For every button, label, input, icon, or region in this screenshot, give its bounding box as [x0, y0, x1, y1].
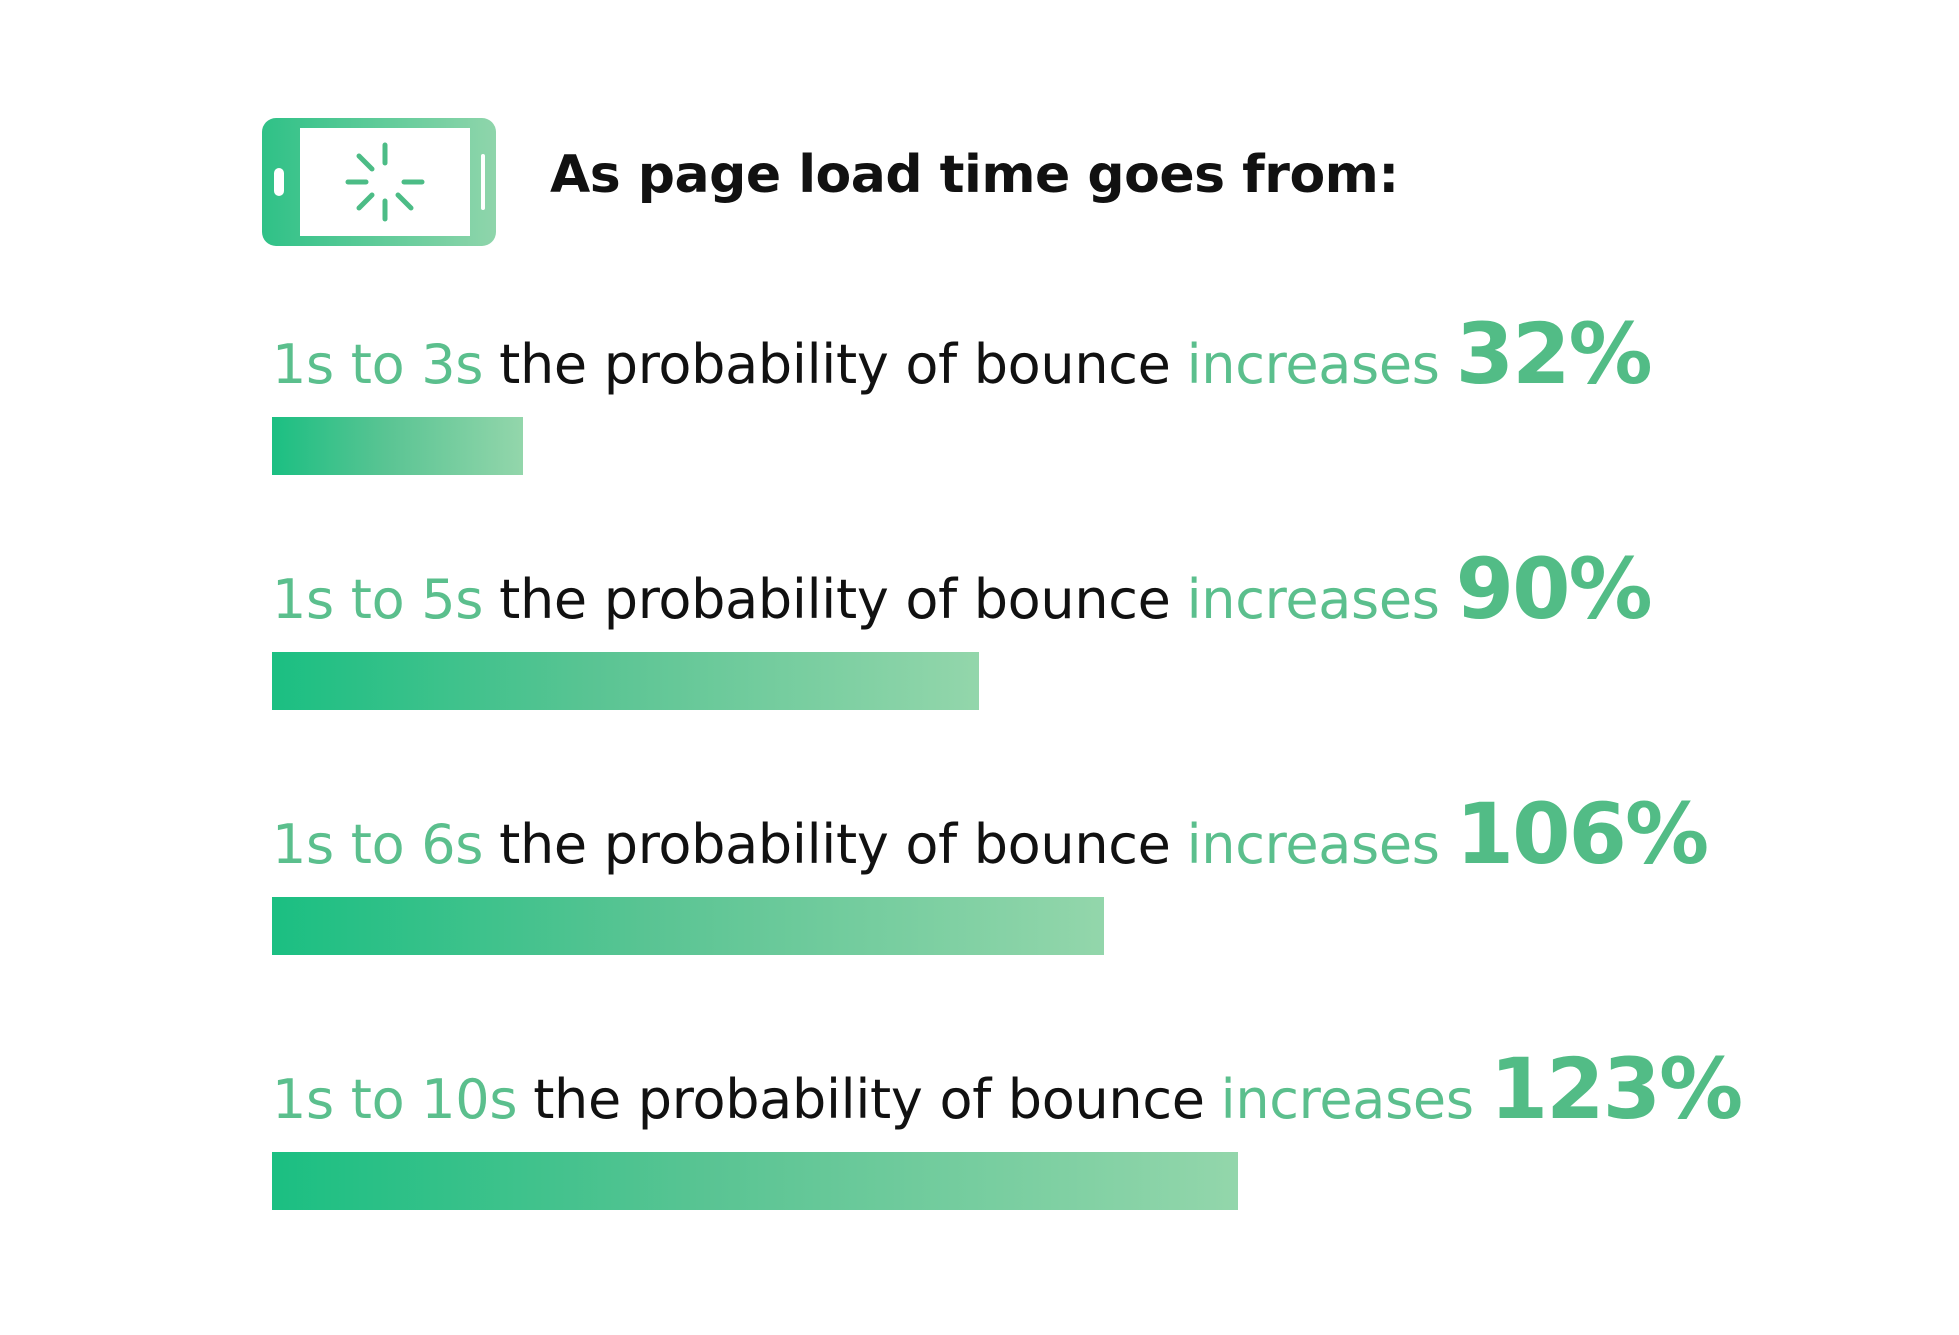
row-verb: increases — [1186, 568, 1440, 631]
value-label: 106% — [1455, 785, 1710, 883]
value-label: 123% — [1489, 1040, 1744, 1138]
row-description: the probability of bounce — [533, 1068, 1205, 1131]
row-label: 1s to 6s the probability of bounce incre… — [272, 785, 1832, 883]
category-label: 1s to 10s — [272, 1068, 518, 1131]
value-label: 32% — [1455, 305, 1653, 403]
row-description: the probability of bounce — [499, 813, 1171, 876]
row-label: 1s to 3s the probability of bounce incre… — [272, 305, 1832, 403]
phone-loading-icon — [262, 118, 496, 246]
bar — [272, 897, 1104, 955]
bar — [272, 652, 979, 710]
chart-row: 1s to 5s the probability of bounce incre… — [272, 540, 1832, 710]
row-verb: increases — [1186, 333, 1440, 396]
chart-row: 1s to 6s the probability of bounce incre… — [272, 785, 1832, 955]
header — [262, 118, 496, 246]
category-label: 1s to 3s — [272, 333, 484, 396]
value-label: 90% — [1455, 540, 1653, 638]
row-verb: increases — [1220, 1068, 1474, 1131]
row-verb: increases — [1186, 813, 1440, 876]
row-description: the probability of bounce — [499, 568, 1171, 631]
chart-row: 1s to 3s the probability of bounce incre… — [272, 305, 1832, 475]
category-label: 1s to 6s — [272, 813, 484, 876]
bar — [272, 417, 523, 475]
chart-row: 1s to 10s the probability of bounce incr… — [272, 1040, 1832, 1210]
row-description: the probability of bounce — [499, 333, 1171, 396]
bar — [272, 1152, 1238, 1210]
chart-title: As page load time goes from: — [550, 145, 1399, 205]
row-label: 1s to 10s the probability of bounce incr… — [272, 1040, 1832, 1138]
row-label: 1s to 5s the probability of bounce incre… — [272, 540, 1832, 638]
category-label: 1s to 5s — [272, 568, 484, 631]
